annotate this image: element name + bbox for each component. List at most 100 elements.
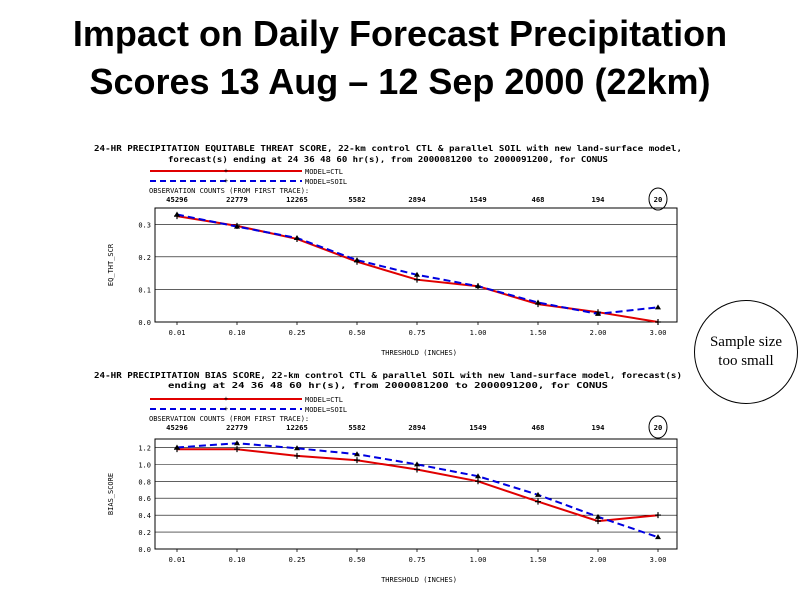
chart2-ctl-point-2	[234, 446, 240, 453]
chart1-ytick-label-2: 0.1	[138, 286, 151, 294]
chart2-xlabel: THRESHOLD (INCHES)	[381, 576, 457, 584]
chart1-xtick-label-6: 1.00	[470, 329, 487, 337]
chart1-legend-label-2: MODEL=SOIL	[305, 178, 347, 186]
chart2-ctl-point-6	[475, 478, 481, 485]
chart2-ytick-label-7: 1.2	[138, 444, 151, 452]
chart2-small-sample-circle	[648, 415, 668, 439]
chart2-counts-label: OBSERVATION COUNTS (FROM FIRST TRACE):	[149, 415, 309, 423]
chart1-soil-point-6	[475, 283, 481, 289]
chart2-xtick-label-8: 2.00	[590, 556, 607, 564]
chart2-count-2: 22779	[226, 423, 248, 432]
chart1-soil-point-9	[655, 304, 661, 310]
chart2-ctl-point-9	[655, 512, 661, 519]
chart2-ctl-point-4	[354, 457, 360, 464]
chart2-ytick-label-2: 0.2	[138, 529, 151, 537]
chart2-ytick-label-5: 0.8	[138, 478, 151, 486]
chart2-ytick-label-4: 0.6	[138, 495, 151, 503]
chart1-count-7: 468	[532, 195, 545, 204]
chart1-title-line-1: 24-HR PRECIPITATION EQUITABLE THREAT SCO…	[94, 144, 682, 153]
chart1-soil-point-3	[294, 234, 300, 240]
chart2-ctl-point-8	[595, 518, 601, 525]
chart2-count-3: 12265	[286, 423, 308, 432]
chart2-count-9: 20	[654, 423, 663, 432]
chart2-soil-point-2	[234, 440, 240, 446]
chart2-soil-point-6	[475, 473, 481, 479]
chart2-soil-point-7	[535, 491, 541, 497]
chart1-xlabel: THRESHOLD (INCHES)	[381, 349, 457, 357]
chart1-xtick-label-1: 0.01	[169, 329, 186, 337]
chart1-ytick-label-3: 0.2	[138, 254, 151, 262]
chart1-count-9: 20	[654, 195, 663, 204]
chart2-soil-point-4	[354, 451, 360, 457]
chart2-ytick-label-6: 1.0	[138, 461, 151, 469]
chart1-legend-label-1: MODEL=CTL	[305, 168, 343, 176]
chart2-xtick-label-5: 0.75	[409, 556, 426, 564]
slide-title-line-2: Scores 13 Aug – 12 Sep 2000 (22km)	[89, 61, 711, 102]
chart1-title-line-2: forecast(s) ending at 24 36 48 60 hr(s),…	[168, 155, 608, 164]
chart2-count-1: 45296	[166, 423, 188, 432]
chart1-ctl-point-5	[414, 276, 420, 283]
chart1-count-5: 2894	[408, 195, 425, 204]
chart2-xtick-label-9: 3.00	[650, 556, 667, 564]
chart2-soil-point-9	[655, 534, 661, 540]
callout-line-2: too small	[718, 353, 774, 369]
chart2-xtick-label-7: 1.50	[530, 556, 547, 564]
chart2-xtick-label-3: 0.25	[289, 556, 306, 564]
chart2-plot-frame	[154, 438, 678, 550]
chart1-ylabel: EQ_THT_SCR	[107, 243, 115, 286]
chart1-legend-marker-2: +	[224, 177, 228, 185]
chart2-title-line-1: 24-HR PRECIPITATION BIAS SCORE, 22-km co…	[94, 371, 682, 380]
chart2-ytick-label-1: 0.0	[138, 546, 151, 554]
chart1-count-8: 194	[592, 195, 605, 204]
chart1-xtick-label-5: 0.75	[409, 329, 426, 337]
chart1-small-sample-circle	[648, 187, 668, 211]
chart1-xtick-label-3: 0.25	[289, 329, 306, 337]
chart1-counts-label: OBSERVATION COUNTS (FROM FIRST TRACE):	[149, 187, 309, 195]
chart2-xtick-label-1: 0.01	[169, 556, 186, 564]
chart1-xtick-label-2: 0.10	[229, 329, 246, 337]
chart2-legend-marker-2: +	[224, 405, 228, 413]
chart1-xtick-label-8: 2.00	[590, 329, 607, 337]
chart2-title-line-2: ending at 24 36 48 60 hr(s), from 200008…	[168, 381, 609, 390]
chart2-xtick-label-4: 0.50	[349, 556, 366, 564]
chart1-soil-point-5	[414, 271, 420, 277]
chart2-ctl-point-5	[414, 466, 420, 473]
chart1-count-1: 45296	[166, 195, 188, 204]
chart2-series-ctl-line	[177, 448, 659, 523]
chart1-ytick-label-4: 0.3	[138, 221, 151, 229]
chart1-soil-point-4	[354, 257, 360, 263]
chart2-count-7: 468	[532, 423, 545, 432]
chart2-soil-point-8	[595, 513, 601, 519]
chart1-count-6: 1549	[469, 195, 486, 204]
chart1-soil-point-8	[595, 310, 601, 316]
chart2-count-5: 2894	[408, 423, 425, 432]
chart2-count-6: 1549	[469, 423, 486, 432]
chart1-ctl-point-9	[655, 319, 661, 325]
chart1-soil-point-1	[174, 211, 180, 217]
chart2-count-4: 5582	[348, 423, 365, 432]
chart1-count-4: 5582	[348, 195, 365, 204]
chart1-xtick-label-4: 0.50	[349, 329, 366, 337]
chart2-soil-point-5	[414, 461, 420, 467]
chart1-count-3: 12265	[286, 195, 308, 204]
sample-size-callout: Sample size too small	[694, 300, 798, 404]
chart1-series-ctl-line	[176, 215, 659, 323]
chart2-ylabel: BIAS_SCORE	[107, 473, 115, 515]
chart1-soil-point-7	[535, 299, 541, 305]
chart2-legend-marker-1: +	[224, 395, 228, 403]
chart2-ytick-label-3: 0.4	[138, 512, 151, 520]
chart2-legend-label-2: MODEL=SOIL	[305, 406, 347, 414]
chart2-soil-point-1	[174, 444, 180, 450]
chart1-xtick-label-7: 1.50	[530, 329, 547, 337]
chart2-xtick-label-6: 1.00	[470, 556, 487, 564]
chart1-legend-marker-1: +	[224, 167, 228, 175]
chart2-soil-point-3	[294, 445, 300, 451]
chart1-xtick-label-9: 3.00	[650, 329, 667, 337]
chart1-soil-point-2	[234, 223, 240, 229]
chart2-ctl-point-3	[294, 452, 300, 459]
chart1-ytick-label-1: 0.0	[138, 319, 151, 327]
chart2-legend-label-1: MODEL=CTL	[305, 396, 343, 404]
chart2-xtick-label-2: 0.10	[229, 556, 246, 564]
chart1-count-2: 22779	[226, 195, 248, 204]
